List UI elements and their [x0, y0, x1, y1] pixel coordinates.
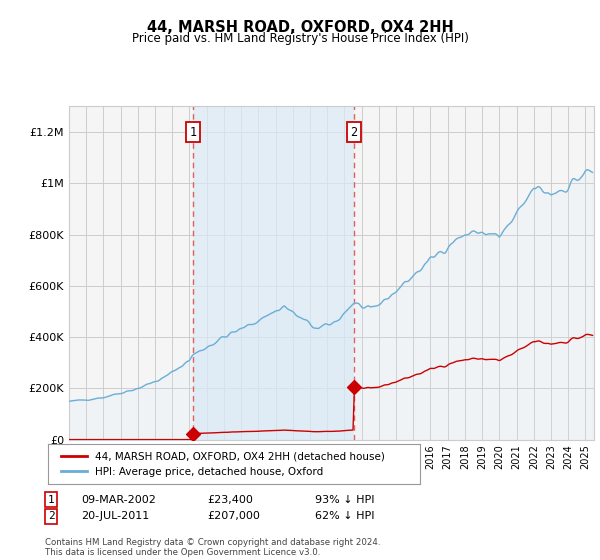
Text: 1: 1 — [47, 494, 55, 505]
Text: 09-MAR-2002: 09-MAR-2002 — [81, 494, 156, 505]
Text: 1: 1 — [189, 125, 196, 138]
Text: £207,000: £207,000 — [207, 511, 260, 521]
Bar — [193, 106, 354, 440]
Text: 2: 2 — [47, 511, 55, 521]
Point — [188, 429, 197, 438]
Text: Price paid vs. HM Land Registry's House Price Index (HPI): Price paid vs. HM Land Registry's House … — [131, 32, 469, 45]
Text: £23,400: £23,400 — [207, 494, 253, 505]
Text: Contains HM Land Registry data © Crown copyright and database right 2024.
This d: Contains HM Land Registry data © Crown c… — [45, 538, 380, 557]
Text: 20-JUL-2011: 20-JUL-2011 — [81, 511, 149, 521]
Text: 2: 2 — [350, 125, 358, 138]
Text: 62% ↓ HPI: 62% ↓ HPI — [315, 511, 374, 521]
Text: 93% ↓ HPI: 93% ↓ HPI — [315, 494, 374, 505]
Point — [349, 382, 359, 391]
Legend: 44, MARSH ROAD, OXFORD, OX4 2HH (detached house), HPI: Average price, detached h: 44, MARSH ROAD, OXFORD, OX4 2HH (detache… — [57, 447, 389, 481]
Text: 44, MARSH ROAD, OXFORD, OX4 2HH: 44, MARSH ROAD, OXFORD, OX4 2HH — [146, 20, 454, 35]
